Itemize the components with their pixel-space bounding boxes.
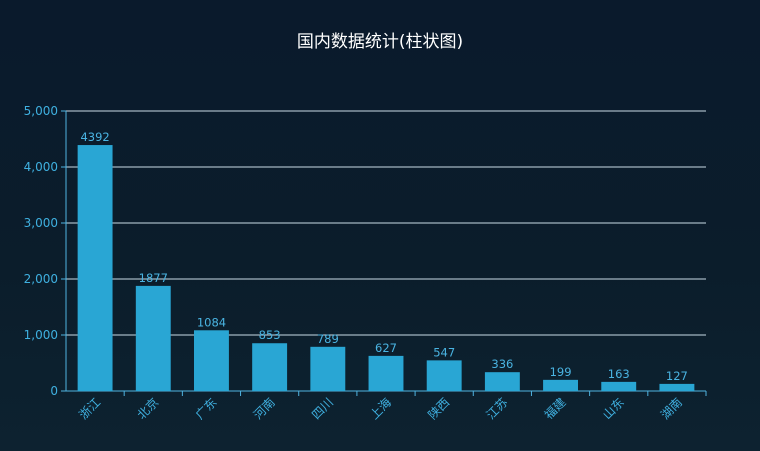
y-tick-label: 1,000 [24,328,58,342]
x-tick-label: 福建 [541,395,569,423]
x-tick-label: 江苏 [484,395,511,422]
x-tick-label: 四川 [309,395,336,422]
data-label: 336 [491,357,513,371]
y-tick-label: 0 [50,384,58,398]
bar-湖南[interactable] [659,383,695,391]
data-label: 163 [608,367,630,381]
x-tick-label: 北京 [135,395,162,422]
bar-江苏[interactable] [484,372,520,391]
y-tick-label: 5,000 [24,104,58,118]
bar-河南[interactable] [252,343,288,391]
bar-福建[interactable] [543,379,578,391]
x-tick-label: 陕西 [425,395,453,423]
bar-series [77,145,695,391]
bar-北京[interactable] [135,285,171,391]
data-label: 627 [375,341,397,355]
y-tick-label: 3,000 [24,216,58,230]
data-label: 547 [433,345,455,359]
chart-title: 国内数据统计(柱状图) [296,32,464,52]
y-axis-tick-labels: 0 1,000 2,000 3,000 4,000 5,000 [24,104,58,398]
data-label: 1084 [197,315,226,329]
x-axis-tick-labels: 浙江 北京 广东 河南 四川 上海 陕西 江苏 福建 山东 湖南 [76,395,685,423]
x-tick-label: 广东 [193,395,220,422]
x-tick-label: 上海 [367,395,395,423]
y-tick-label: 4,000 [24,160,58,174]
data-label: 853 [259,328,281,342]
data-label: 4392 [80,130,109,144]
grid-lines [66,110,706,336]
bar-山东[interactable] [601,381,637,391]
data-label: 1877 [139,271,168,285]
data-label: 199 [550,365,572,379]
data-label: 789 [317,332,339,346]
x-tick-label: 河南 [250,395,278,423]
bar-四川[interactable] [310,346,346,391]
x-tick-label: 山东 [600,395,627,422]
x-tick-label: 浙江 [76,395,103,422]
x-tick-label: 湖南 [657,395,685,423]
bar-浙江[interactable] [77,145,113,391]
bar-广东[interactable] [194,330,229,391]
bar-上海[interactable] [368,355,404,391]
data-labels: 4392 1877 1084 853 789 627 547 336 199 163 127 [80,130,687,383]
y-tick-label: 2,000 [24,272,58,286]
data-label: 127 [666,369,688,383]
bar-陕西[interactable] [426,360,462,391]
